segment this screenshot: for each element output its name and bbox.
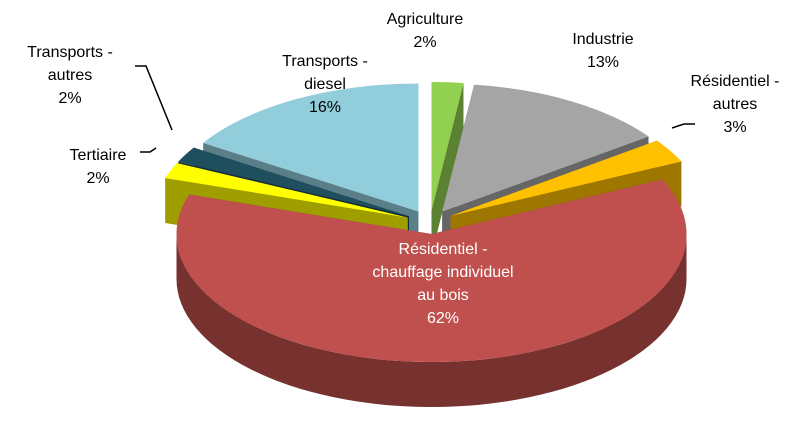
data-label: Transports - diesel 16% — [265, 50, 385, 119]
category-label: Tertiaire — [69, 147, 127, 164]
leader-lines — [135, 65, 695, 153]
data-label: Tertiaire 2% — [48, 144, 148, 190]
slice-side — [431, 82, 464, 255]
category-label: Transports - diesel — [282, 53, 368, 93]
value-label: 13% — [586, 54, 620, 71]
slice — [203, 83, 419, 212]
slice — [176, 179, 687, 363]
data-label: Résidentiel - chauffage individuel au bo… — [368, 238, 518, 330]
category-label: Résidentiel - chauffage individuel au bo… — [372, 241, 514, 304]
category-label: Résidentiel - autres — [690, 73, 780, 113]
slice — [431, 81, 464, 210]
slice — [442, 84, 649, 212]
value-label: 16% — [308, 99, 342, 116]
slice — [450, 140, 682, 216]
leader-line — [135, 65, 173, 131]
value-label: 62% — [426, 310, 460, 327]
value-label: 3% — [723, 119, 747, 136]
data-label: Transports - autres 2% — [10, 41, 130, 110]
value-label: 2% — [413, 34, 437, 51]
slice — [165, 163, 408, 218]
slice-wall — [176, 234, 687, 408]
category-label: Industrie — [572, 31, 634, 48]
category-label: Agriculture — [386, 11, 464, 28]
value-label: 2% — [86, 170, 110, 187]
data-label: Résidentiel - autres 3% — [680, 70, 790, 139]
data-label: Agriculture 2% — [370, 8, 480, 54]
data-label: Industrie 13% — [553, 28, 653, 74]
slice — [178, 147, 409, 217]
leader-line — [140, 147, 157, 153]
slices — [165, 81, 687, 408]
leader-line — [671, 123, 695, 129]
category-label: Transports - autres — [27, 44, 113, 84]
value-label: 2% — [58, 90, 82, 107]
